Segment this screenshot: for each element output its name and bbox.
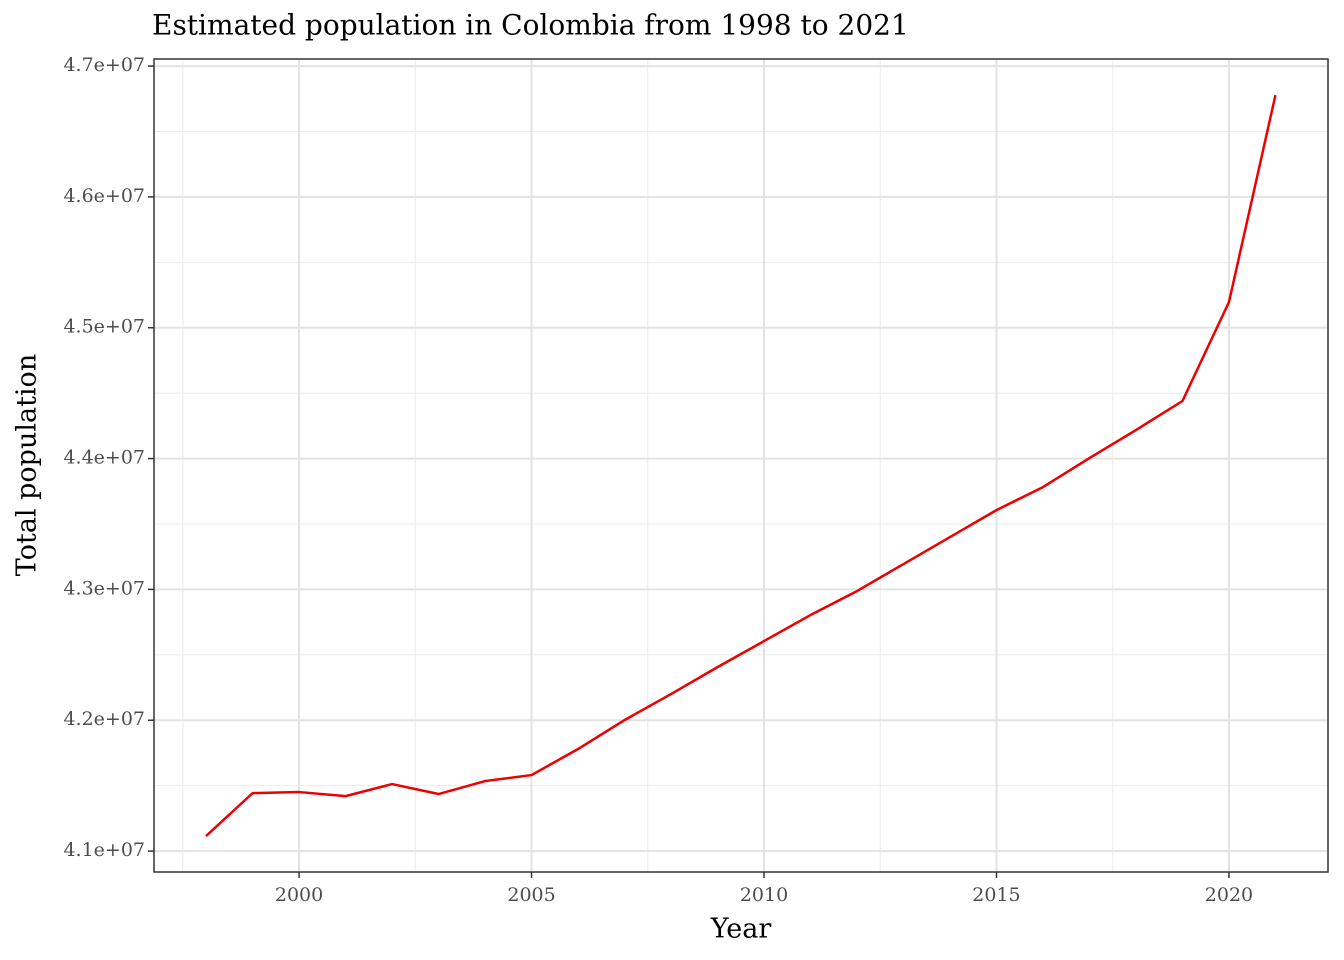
x-tick-label: 2005 xyxy=(507,884,555,906)
y-tick-label: 4.6e+07 xyxy=(63,185,145,207)
y-tick-label: 4.5e+07 xyxy=(63,316,145,338)
y-tick-label: 4.2e+07 xyxy=(63,708,145,730)
y-tick-label: 4.1e+07 xyxy=(63,839,145,861)
x-tick-label: 2010 xyxy=(740,884,788,906)
plot-frame xyxy=(153,58,1329,873)
y-tick-label: 4.7e+07 xyxy=(63,54,145,76)
y-tick-label: 4.3e+07 xyxy=(63,577,145,599)
y-axis-title: Total population xyxy=(12,354,43,576)
x-tick-label: 2000 xyxy=(275,884,323,906)
x-tick-label: 2020 xyxy=(1205,884,1253,906)
data-line xyxy=(205,94,1277,837)
y-tick-label: 4.4e+07 xyxy=(63,447,145,469)
chart-title: Estimated population in Colombia from 19… xyxy=(152,9,909,42)
x-axis-title: Year xyxy=(710,914,772,945)
x-tick-label: 2015 xyxy=(972,884,1020,906)
